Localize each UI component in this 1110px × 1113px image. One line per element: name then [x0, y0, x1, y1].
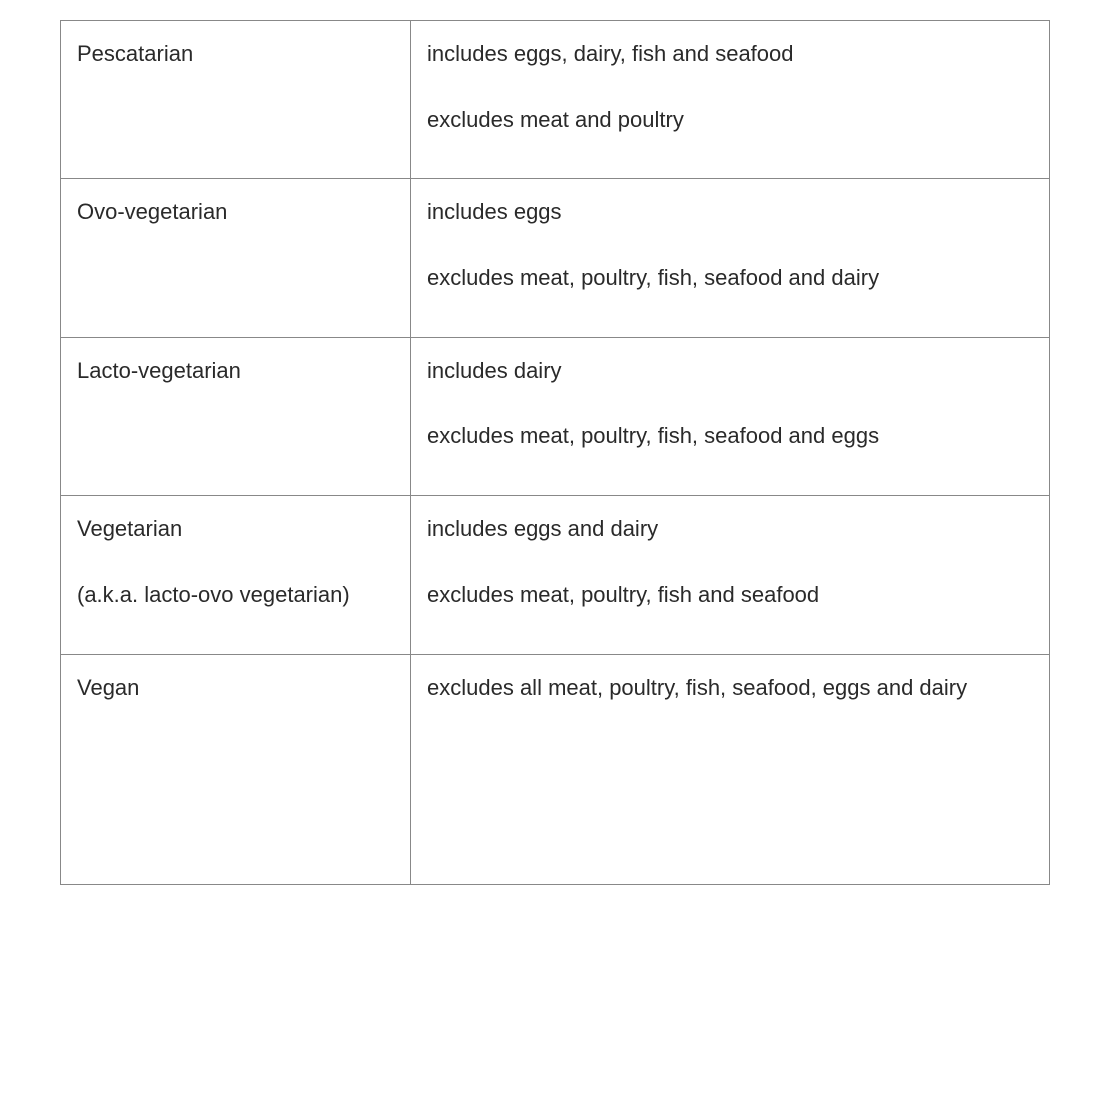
diet-desc-line: excludes meat, poultry, fish, seafood an… [427, 263, 1033, 293]
table-row: Vegan excludes all meat, poultry, fish, … [61, 654, 1050, 884]
diet-name-cell: Vegetarian (a.k.a. lacto-ovo vegetarian) [61, 496, 411, 654]
table-row: Ovo-vegetarian includes eggs excludes me… [61, 179, 1050, 337]
diet-desc-line: includes eggs [427, 197, 1033, 227]
diet-name-line: Pescatarian [77, 39, 394, 69]
diet-name-line: Vegan [77, 673, 394, 703]
table-row: Pescatarian includes eggs, dairy, fish a… [61, 21, 1050, 179]
diet-desc-cell: includes eggs excludes meat, poultry, fi… [411, 179, 1050, 337]
diet-desc-line: excludes meat, poultry, fish and seafood [427, 580, 1033, 610]
diet-desc-line: includes eggs, dairy, fish and seafood [427, 39, 1033, 69]
diet-desc-line: excludes all meat, poultry, fish, seafoo… [427, 673, 1033, 703]
diet-desc-cell: includes eggs, dairy, fish and seafood e… [411, 21, 1050, 179]
diet-table: Pescatarian includes eggs, dairy, fish a… [60, 20, 1050, 885]
table-row: Vegetarian (a.k.a. lacto-ovo vegetarian)… [61, 496, 1050, 654]
diet-name-line: Vegetarian [77, 514, 394, 544]
diet-desc-line: excludes meat, poultry, fish, seafood an… [427, 421, 1033, 451]
diet-name-cell: Ovo-vegetarian [61, 179, 411, 337]
table-row: Lacto-vegetarian includes dairy excludes… [61, 337, 1050, 495]
diet-desc-cell: includes eggs and dairy excludes meat, p… [411, 496, 1050, 654]
diet-table-wrapper: Pescatarian includes eggs, dairy, fish a… [0, 0, 1110, 925]
diet-name-cell: Lacto-vegetarian [61, 337, 411, 495]
diet-name-cell: Pescatarian [61, 21, 411, 179]
diet-name-cell: Vegan [61, 654, 411, 884]
diet-desc-cell: excludes all meat, poultry, fish, seafoo… [411, 654, 1050, 884]
diet-desc-line: includes dairy [427, 356, 1033, 386]
diet-desc-cell: includes dairy excludes meat, poultry, f… [411, 337, 1050, 495]
diet-desc-line: includes eggs and dairy [427, 514, 1033, 544]
diet-name-line: Ovo-vegetarian [77, 197, 394, 227]
diet-desc-line: excludes meat and poultry [427, 105, 1033, 135]
diet-name-line: (a.k.a. lacto-ovo vegetarian) [77, 580, 394, 610]
diet-name-line: Lacto-vegetarian [77, 356, 394, 386]
